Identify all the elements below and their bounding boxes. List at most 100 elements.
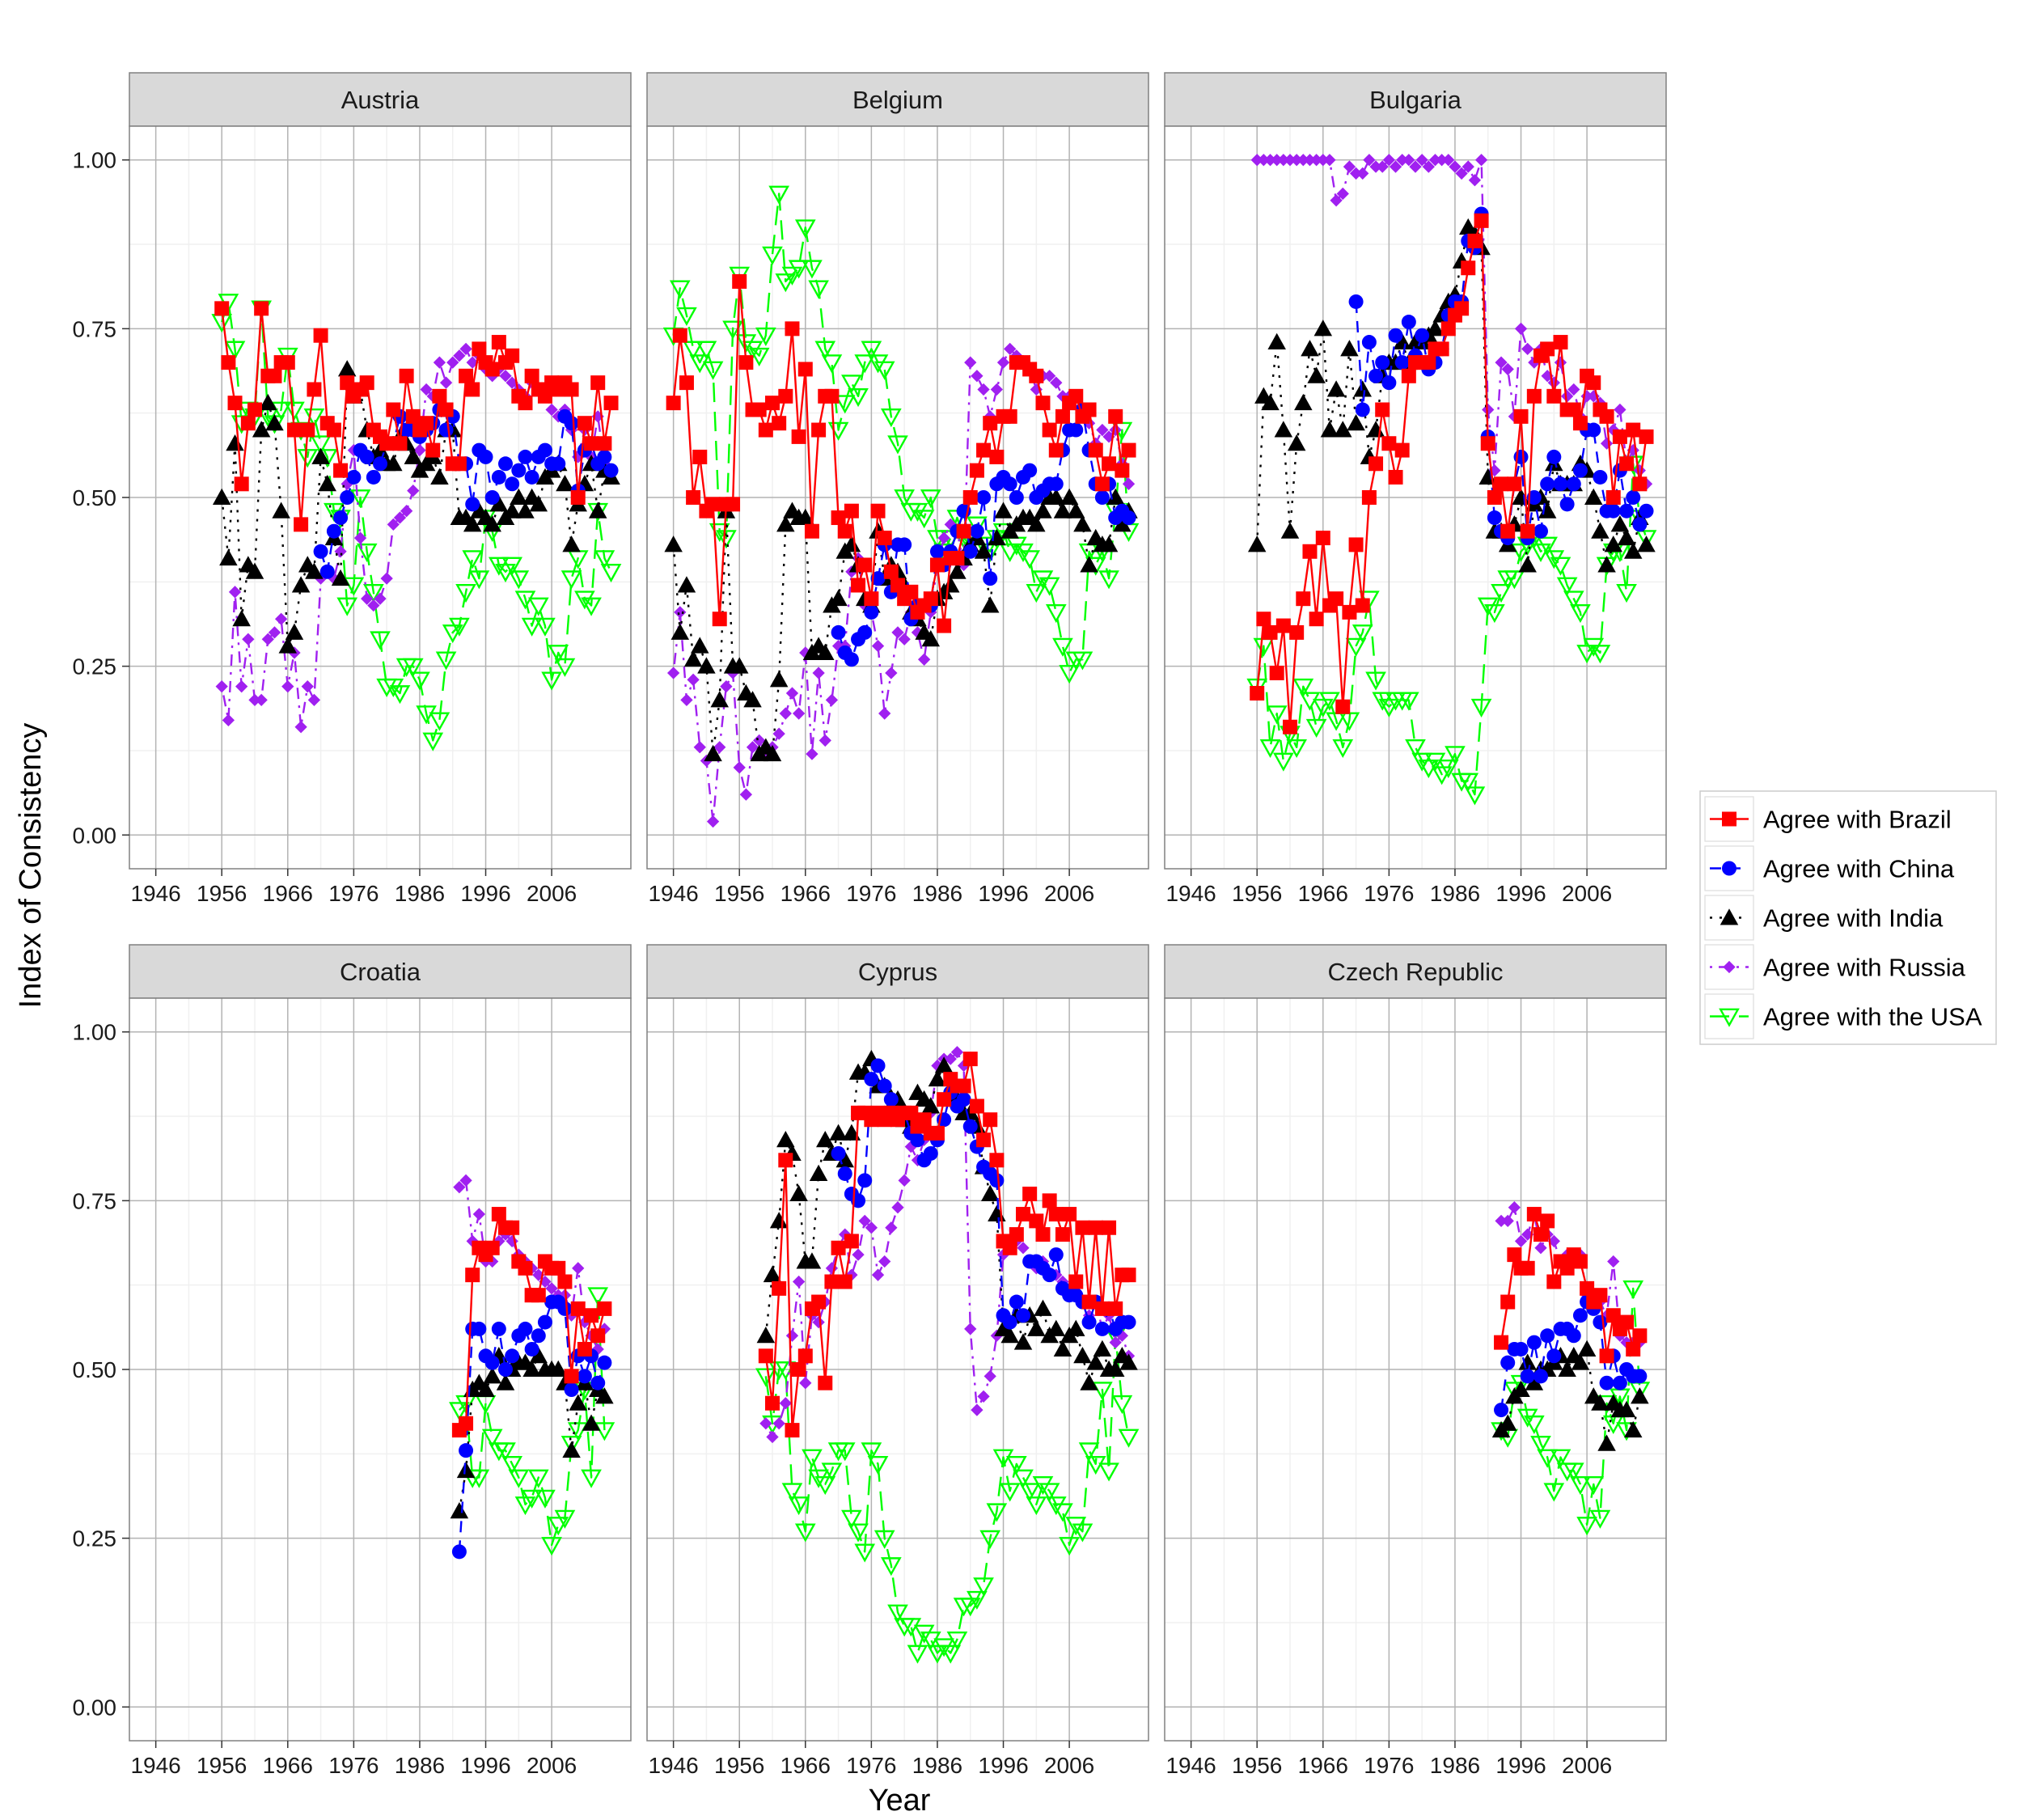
- data-point: [864, 604, 879, 620]
- data-point: [1088, 1220, 1103, 1235]
- data-point: [697, 657, 716, 674]
- data-point: [508, 570, 530, 590]
- data-point: [560, 570, 582, 590]
- data-point: [453, 1181, 466, 1194]
- data-point: [1115, 463, 1130, 478]
- data-point: [1381, 375, 1397, 391]
- panel-data: [662, 185, 1140, 828]
- data-point: [310, 435, 332, 455]
- data-point: [1454, 301, 1470, 316]
- data-point: [491, 469, 506, 485]
- data-point: [725, 497, 741, 512]
- x-tick-label: 1986: [912, 1753, 962, 1778]
- data-point: [1032, 1476, 1054, 1496]
- data-point: [854, 1543, 876, 1563]
- data-point: [808, 280, 829, 299]
- data-point: [1591, 522, 1610, 539]
- legend-label: Agree with India: [1763, 904, 1944, 933]
- data-point: [518, 1321, 533, 1336]
- data-point: [1639, 429, 1654, 444]
- series-agree-with-the-usa: [755, 1327, 1140, 1664]
- panel-data: [211, 294, 622, 751]
- data-point: [779, 1397, 792, 1410]
- data-point: [1017, 1242, 1030, 1255]
- data-point: [984, 1369, 996, 1382]
- data-point: [974, 542, 993, 559]
- data-point: [743, 691, 762, 708]
- data-point: [465, 497, 480, 512]
- data-point: [1369, 160, 1382, 173]
- data-point: [336, 597, 358, 616]
- data-point: [792, 1275, 806, 1289]
- data-point: [788, 260, 810, 279]
- data-point: [1317, 154, 1330, 167]
- x-tick-label: 2006: [1562, 1753, 1612, 1778]
- panel-austria: Austria: [129, 72, 632, 870]
- data-point: [557, 1274, 573, 1289]
- data-point: [537, 388, 552, 404]
- data-point: [792, 707, 806, 720]
- data-point: [753, 734, 766, 747]
- data-point: [1566, 402, 1581, 417]
- data-point: [392, 436, 408, 451]
- data-point: [531, 1288, 546, 1303]
- data-point: [1566, 476, 1581, 492]
- data-point: [891, 626, 904, 639]
- data-point: [379, 436, 395, 451]
- x-tick-label: 1996: [978, 1753, 1028, 1778]
- data-point: [214, 301, 230, 316]
- data-point: [824, 1274, 840, 1289]
- data-point: [831, 1145, 846, 1161]
- x-tick-label: 1986: [912, 881, 962, 906]
- data-point: [366, 469, 381, 485]
- panel-strip: [646, 72, 1149, 127]
- x-tick-label: 1956: [714, 1753, 764, 1778]
- data-point: [1250, 686, 1265, 701]
- data-point: [1394, 442, 1410, 458]
- data-point: [222, 713, 235, 727]
- data-point: [1580, 1280, 1595, 1296]
- data-point: [816, 643, 835, 660]
- data-point: [459, 1416, 474, 1431]
- data-point: [913, 1624, 935, 1644]
- data-point: [383, 678, 404, 697]
- data-point: [871, 639, 885, 653]
- data-point: [891, 1201, 904, 1214]
- data-point: [265, 413, 284, 431]
- data-point: [1002, 476, 1017, 492]
- data-point: [712, 612, 727, 627]
- data-point: [1013, 543, 1034, 563]
- data-point: [877, 1078, 892, 1094]
- data-point: [775, 273, 797, 293]
- legend-item-agree-with-brazil: Agree with Brazil: [1704, 796, 1952, 842]
- data-point: [988, 528, 1006, 546]
- data-point: [921, 630, 941, 647]
- data-point: [1516, 1408, 1538, 1428]
- data-point: [1540, 341, 1555, 357]
- data-point: [442, 624, 463, 644]
- data-point: [796, 508, 815, 526]
- data-point: [221, 355, 236, 370]
- data-point: [560, 1435, 582, 1455]
- data-point: [829, 1124, 848, 1141]
- data-point: [1512, 1380, 1530, 1398]
- data-point: [881, 408, 902, 428]
- data-point: [1396, 154, 1409, 167]
- data-point: [1494, 1403, 1509, 1418]
- data-point: [666, 396, 681, 411]
- data-point: [326, 422, 341, 438]
- data-point: [1365, 671, 1386, 691]
- x-tick-label: 2006: [527, 1753, 577, 1778]
- data-point: [478, 449, 493, 464]
- data-point: [819, 734, 831, 747]
- data-point: [903, 584, 919, 599]
- legend-item-agree-with-china: Agree with China: [1704, 845, 1955, 891]
- data-point: [1487, 510, 1502, 526]
- data-point: [825, 693, 839, 707]
- data-point: [1440, 321, 1456, 336]
- data-point: [1301, 340, 1319, 357]
- data-point: [301, 680, 314, 693]
- data-point: [1257, 154, 1271, 167]
- data-point: [1059, 665, 1080, 684]
- data-point: [1504, 570, 1525, 590]
